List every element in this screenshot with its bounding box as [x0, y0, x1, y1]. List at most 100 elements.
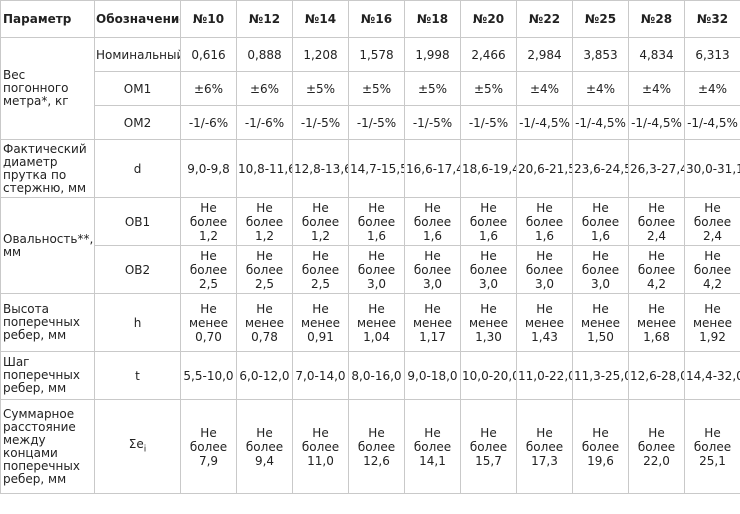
header-size: №14 [292, 0, 349, 38]
value-cell: ±6% [180, 71, 237, 106]
value-cell: Не более 15,7 [460, 399, 517, 494]
value-cell: 18,6-19,4 [460, 139, 517, 198]
value-cell: Не более 2,5 [236, 245, 293, 294]
value-cell: Не более 19,6 [572, 399, 629, 494]
value-cell: Не более 1,2 [180, 197, 237, 246]
value-cell: Не более 11,0 [292, 399, 349, 494]
value-cell: Не менее 1,04 [348, 293, 405, 352]
value-cell: 6,0-12,0 [236, 351, 293, 400]
header-size: №32 [684, 0, 740, 38]
value-cell: 10,0-20,0 [460, 351, 517, 400]
value-cell: -1/-6% [180, 105, 237, 140]
value-cell: Не более 7,9 [180, 399, 237, 494]
rebar-parameters-table: Параметр Обозначение №10 №12 №14 №16 №18… [0, 0, 740, 494]
header-size: №12 [236, 0, 293, 38]
value-cell: -1/-5% [460, 105, 517, 140]
value-cell: 2,984 [516, 37, 573, 72]
header-size: №10 [180, 0, 237, 38]
value-cell: 16,6-17,4 [404, 139, 461, 198]
header-parameter: Параметр [0, 0, 95, 38]
value-cell: -1/-5% [348, 105, 405, 140]
value-cell: Не более 2,4 [628, 197, 685, 246]
value-cell: 14,7-15,5 [348, 139, 405, 198]
value-cell: -1/-5% [292, 105, 349, 140]
designation-cell: d [94, 139, 181, 198]
value-cell: Не более 12,6 [348, 399, 405, 494]
value-cell: ±5% [460, 71, 517, 106]
value-cell: 7,0-14,0 [292, 351, 349, 400]
header-size: №20 [460, 0, 517, 38]
value-cell: Не более 17,3 [516, 399, 573, 494]
designation-cell: ОМ1 [94, 71, 181, 106]
value-cell: ±4% [516, 71, 573, 106]
value-cell: -1/-4,5% [628, 105, 685, 140]
designation-cell: Σei [94, 399, 181, 494]
value-cell: Не более 3,0 [572, 245, 629, 294]
value-cell: 11,0-22,0 [516, 351, 573, 400]
table-row: Суммарное расстояние между концами попер… [0, 399, 740, 494]
value-cell: 3,853 [572, 37, 629, 72]
value-cell: Не более 1,6 [572, 197, 629, 246]
value-cell: ±4% [684, 71, 740, 106]
value-cell: Не более 3,0 [404, 245, 461, 294]
param-rib-height: Высота поперечных ребер, мм [0, 293, 95, 352]
param-sum-distance: Суммарное расстояние между концами попер… [0, 399, 95, 494]
value-cell: Не более 4,2 [628, 245, 685, 294]
table-row: Шаг поперечных ребер, мм t 5,5-10,0 6,0-… [0, 351, 740, 400]
value-cell: Не более 25,1 [684, 399, 740, 494]
value-cell: Не более 9,4 [236, 399, 293, 494]
value-cell: 8,0-16,0 [348, 351, 405, 400]
table-row: Вес погонного метра*, кг Номинальный 0,6… [0, 37, 740, 140]
value-cell: ±5% [404, 71, 461, 106]
value-cell: Не более 2,5 [180, 245, 237, 294]
value-cell: 30,0-31,1 [684, 139, 740, 198]
param-diameter: Фактический диаметр прутка по стержню, м… [0, 139, 95, 198]
value-cell: Не более 2,5 [292, 245, 349, 294]
value-cell: Не менее 0,70 [180, 293, 237, 352]
designation-cell: ОВ2 [94, 245, 181, 294]
value-cell: 10,8-11,6 [236, 139, 293, 198]
table-row: Фактический диаметр прутка по стержню, м… [0, 139, 740, 198]
value-cell: 1,578 [348, 37, 405, 72]
designation-cell: ОМ2 [94, 105, 181, 140]
table-row: Овальность**, мм ОВ1 Не более 1,2 Не боле… [0, 197, 740, 294]
value-cell: 26,3-27,4 [628, 139, 685, 198]
value-cell: ±6% [236, 71, 293, 106]
value-cell: Не менее 0,78 [236, 293, 293, 352]
value-cell: 0,616 [180, 37, 237, 72]
value-cell: 20,6-21,5 [516, 139, 573, 198]
table-row: ОВ2 Не более 2,5 Не более 2,5 Не более 2,5 … [1, 245, 740, 294]
header-row: Параметр Обозначение №10 №12 №14 №16 №18… [0, 0, 740, 38]
header-size: №18 [404, 0, 461, 38]
value-cell: -1/-4,5% [516, 105, 573, 140]
table-row: ОМ2 -1/-6% -1/-6% -1/-5% -1/-5% -1/-5% -… [1, 105, 740, 140]
value-cell: Не менее 1,43 [516, 293, 573, 352]
value-cell: Не менее 1,68 [628, 293, 685, 352]
value-cell: Не более 22,0 [628, 399, 685, 494]
value-cell: Не более 1,2 [236, 197, 293, 246]
value-cell: Не более 1,6 [516, 197, 573, 246]
value-cell: Не более 1,6 [404, 197, 461, 246]
value-cell: 2,466 [460, 37, 517, 72]
value-cell: 12,8-13,6 [292, 139, 349, 198]
value-cell: 5,5-10,0 [180, 351, 237, 400]
header-size: №22 [516, 0, 573, 38]
value-cell: Не более 3,0 [348, 245, 405, 294]
value-cell: Не более 1,6 [348, 197, 405, 246]
value-cell: 0,888 [236, 37, 293, 72]
value-cell: Не более 1,2 [292, 197, 349, 246]
value-cell: ±5% [292, 71, 349, 106]
value-cell: -1/-6% [236, 105, 293, 140]
value-cell: ±4% [572, 71, 629, 106]
designation-cell: ОВ1 [94, 197, 181, 246]
value-cell: 1,208 [292, 37, 349, 72]
value-cell: Не менее 0,91 [292, 293, 349, 352]
value-cell: Не более 4,2 [684, 245, 740, 294]
value-cell: 9,0-18,0 [404, 351, 461, 400]
value-cell: Не более 3,0 [516, 245, 573, 294]
value-cell: 4,834 [628, 37, 685, 72]
value-cell: Не менее 1,17 [404, 293, 461, 352]
designation-cell: h [94, 293, 181, 352]
value-cell: -1/-5% [404, 105, 461, 140]
value-cell: -1/-4,5% [572, 105, 629, 140]
